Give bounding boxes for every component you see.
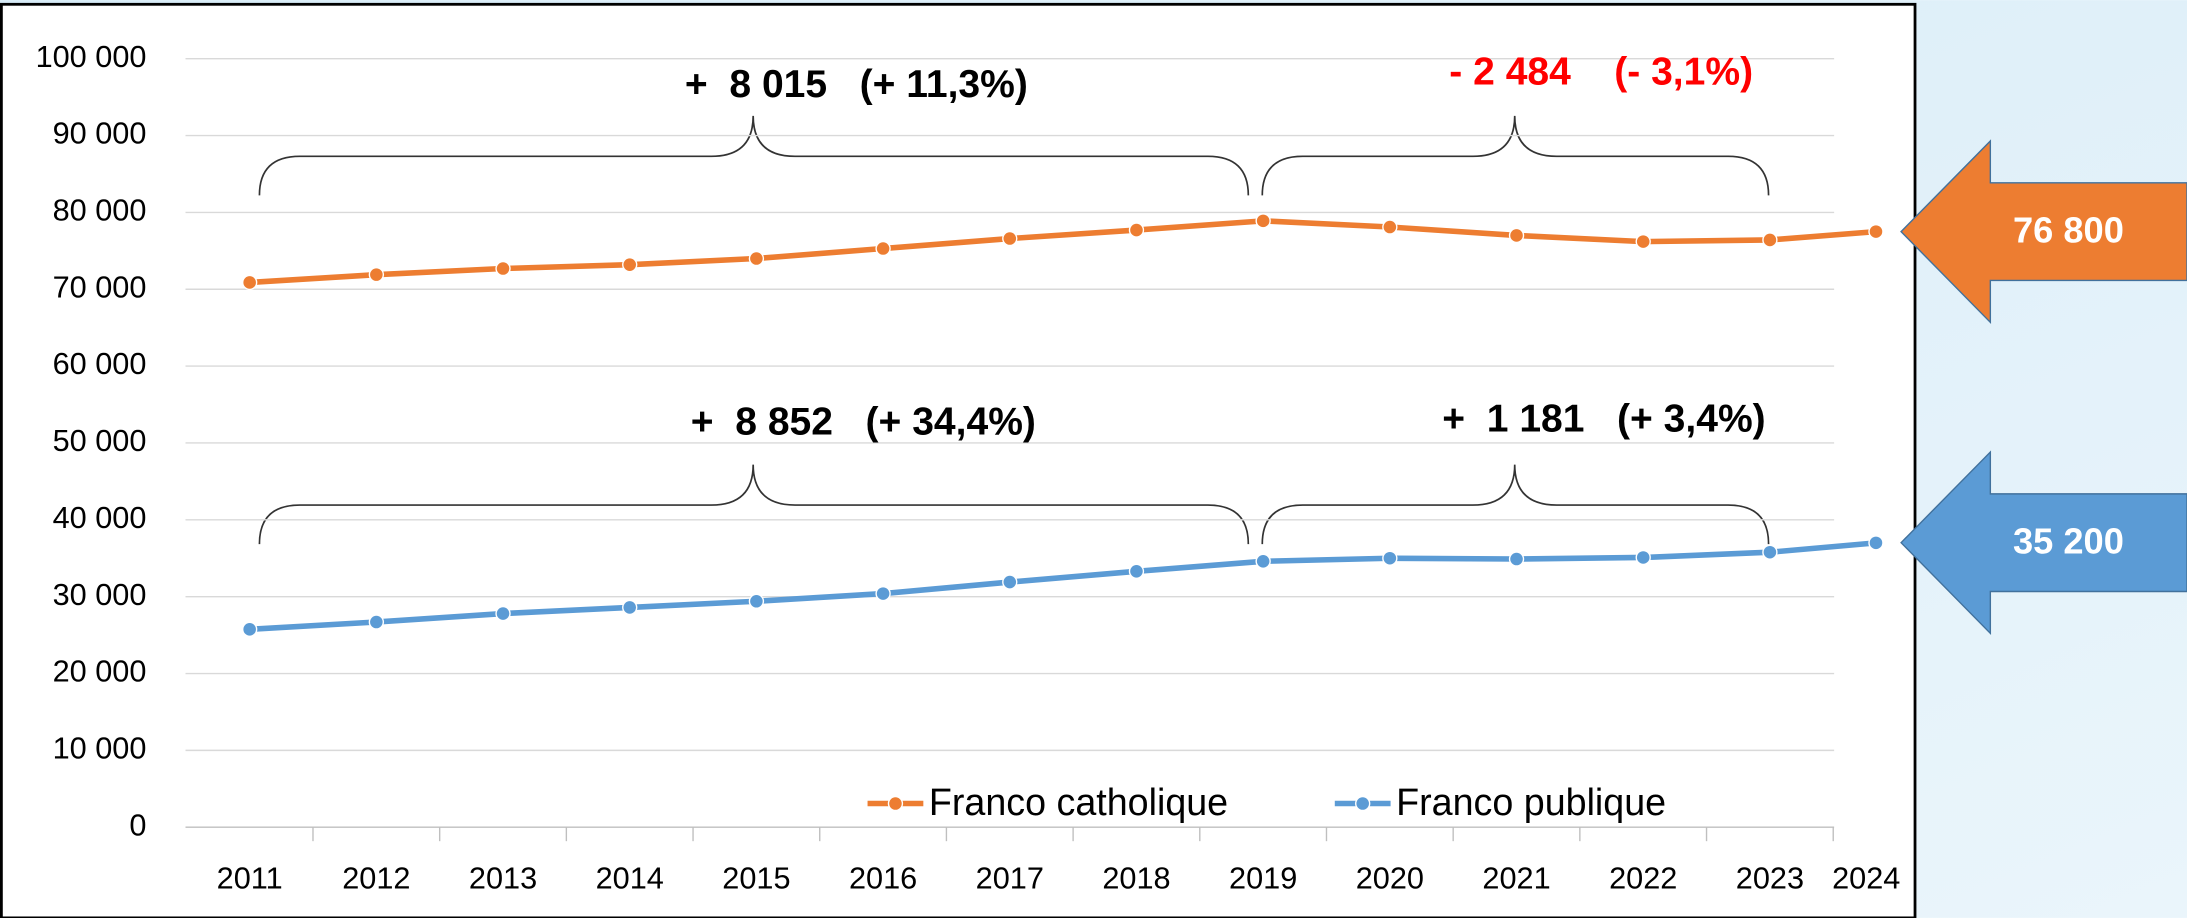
data-point bbox=[1762, 544, 1778, 560]
data-point bbox=[368, 266, 385, 283]
brace bbox=[1261, 464, 1770, 545]
x-tick-label: 2012 bbox=[342, 860, 410, 895]
y-tick-label: 90 000 bbox=[53, 116, 147, 151]
series-line bbox=[249, 218, 1877, 286]
data-point bbox=[1002, 230, 1018, 247]
x-tick-label: 2018 bbox=[1102, 860, 1170, 895]
callout-arrow bbox=[1900, 139, 2187, 325]
brace bbox=[1261, 115, 1770, 196]
brace bbox=[258, 464, 1250, 545]
y-tick-label: 30 000 bbox=[53, 577, 147, 612]
y-tick-label: 60 000 bbox=[53, 346, 147, 381]
y-tick-label: 100 000 bbox=[36, 39, 147, 74]
data-point bbox=[495, 260, 511, 277]
brace bbox=[258, 115, 1250, 196]
data-point bbox=[1762, 232, 1778, 248]
data-point bbox=[1255, 213, 1271, 229]
callout-label: 35 200 bbox=[2013, 521, 2124, 562]
y-tick-label: 70 000 bbox=[53, 269, 147, 304]
data-point bbox=[1868, 223, 1884, 240]
x-tick-label: 2011 bbox=[217, 860, 283, 895]
x-tick-label: 2020 bbox=[1356, 860, 1424, 895]
x-tick-label: 2015 bbox=[722, 860, 790, 895]
y-tick-label: 20 000 bbox=[53, 654, 147, 689]
data-point bbox=[748, 250, 765, 267]
legend-label: Franco catholique bbox=[929, 781, 1228, 823]
legend-marker bbox=[1355, 795, 1371, 812]
data-point bbox=[622, 599, 638, 616]
series-line bbox=[249, 540, 1877, 633]
data-point bbox=[241, 274, 258, 291]
data-point bbox=[1868, 535, 1884, 551]
x-tick-label: 2017 bbox=[976, 860, 1044, 895]
x-tick-label: 2019 bbox=[1229, 860, 1297, 895]
annotation: + 8 015 (+ 11,3%) bbox=[685, 63, 1028, 106]
x-tick-label: 2016 bbox=[849, 860, 917, 895]
annotation: + 1 181 (+ 3,4%) bbox=[1442, 398, 1765, 441]
data-point bbox=[241, 621, 258, 637]
data-point bbox=[1002, 574, 1018, 590]
y-tick-label: 10 000 bbox=[53, 730, 147, 765]
x-tick-label: 2022 bbox=[1609, 860, 1677, 895]
x-tick-label: 2013 bbox=[469, 860, 537, 895]
data-point bbox=[1635, 233, 1651, 250]
x-tick-label: 2021 bbox=[1482, 860, 1550, 895]
data-point bbox=[1635, 549, 1651, 566]
data-point bbox=[1128, 222, 1145, 238]
x-tick-label: 2023 bbox=[1736, 860, 1804, 895]
data-point bbox=[875, 585, 891, 602]
data-point bbox=[748, 593, 765, 609]
data-point bbox=[1382, 550, 1398, 566]
x-tick-label: 2024 bbox=[1832, 860, 1900, 895]
annotation: + 8 852 (+ 34,4%) bbox=[691, 400, 1036, 443]
callout-label: 76 800 bbox=[2013, 210, 2124, 251]
data-point bbox=[1255, 553, 1271, 569]
data-point bbox=[1382, 219, 1398, 235]
data-point bbox=[1508, 551, 1525, 567]
data-point bbox=[495, 605, 511, 622]
y-tick-label: 0 bbox=[129, 807, 146, 842]
legend-label: Franco publique bbox=[1396, 781, 1666, 823]
annotation: - 2 484 (- 3,1%) bbox=[1449, 50, 1753, 93]
x-tick-label: 2014 bbox=[596, 860, 664, 895]
y-tick-label: 40 000 bbox=[53, 500, 147, 535]
braces bbox=[258, 115, 1770, 545]
y-tick-label: 50 000 bbox=[53, 423, 147, 458]
data-point bbox=[622, 256, 638, 273]
callout-arrow bbox=[1900, 450, 2187, 636]
y-tick-label: 80 000 bbox=[53, 193, 147, 228]
data-point bbox=[368, 614, 385, 630]
legend-marker bbox=[887, 795, 904, 812]
data-point bbox=[1128, 563, 1145, 579]
data-point bbox=[875, 240, 891, 257]
data-point bbox=[1508, 227, 1525, 244]
